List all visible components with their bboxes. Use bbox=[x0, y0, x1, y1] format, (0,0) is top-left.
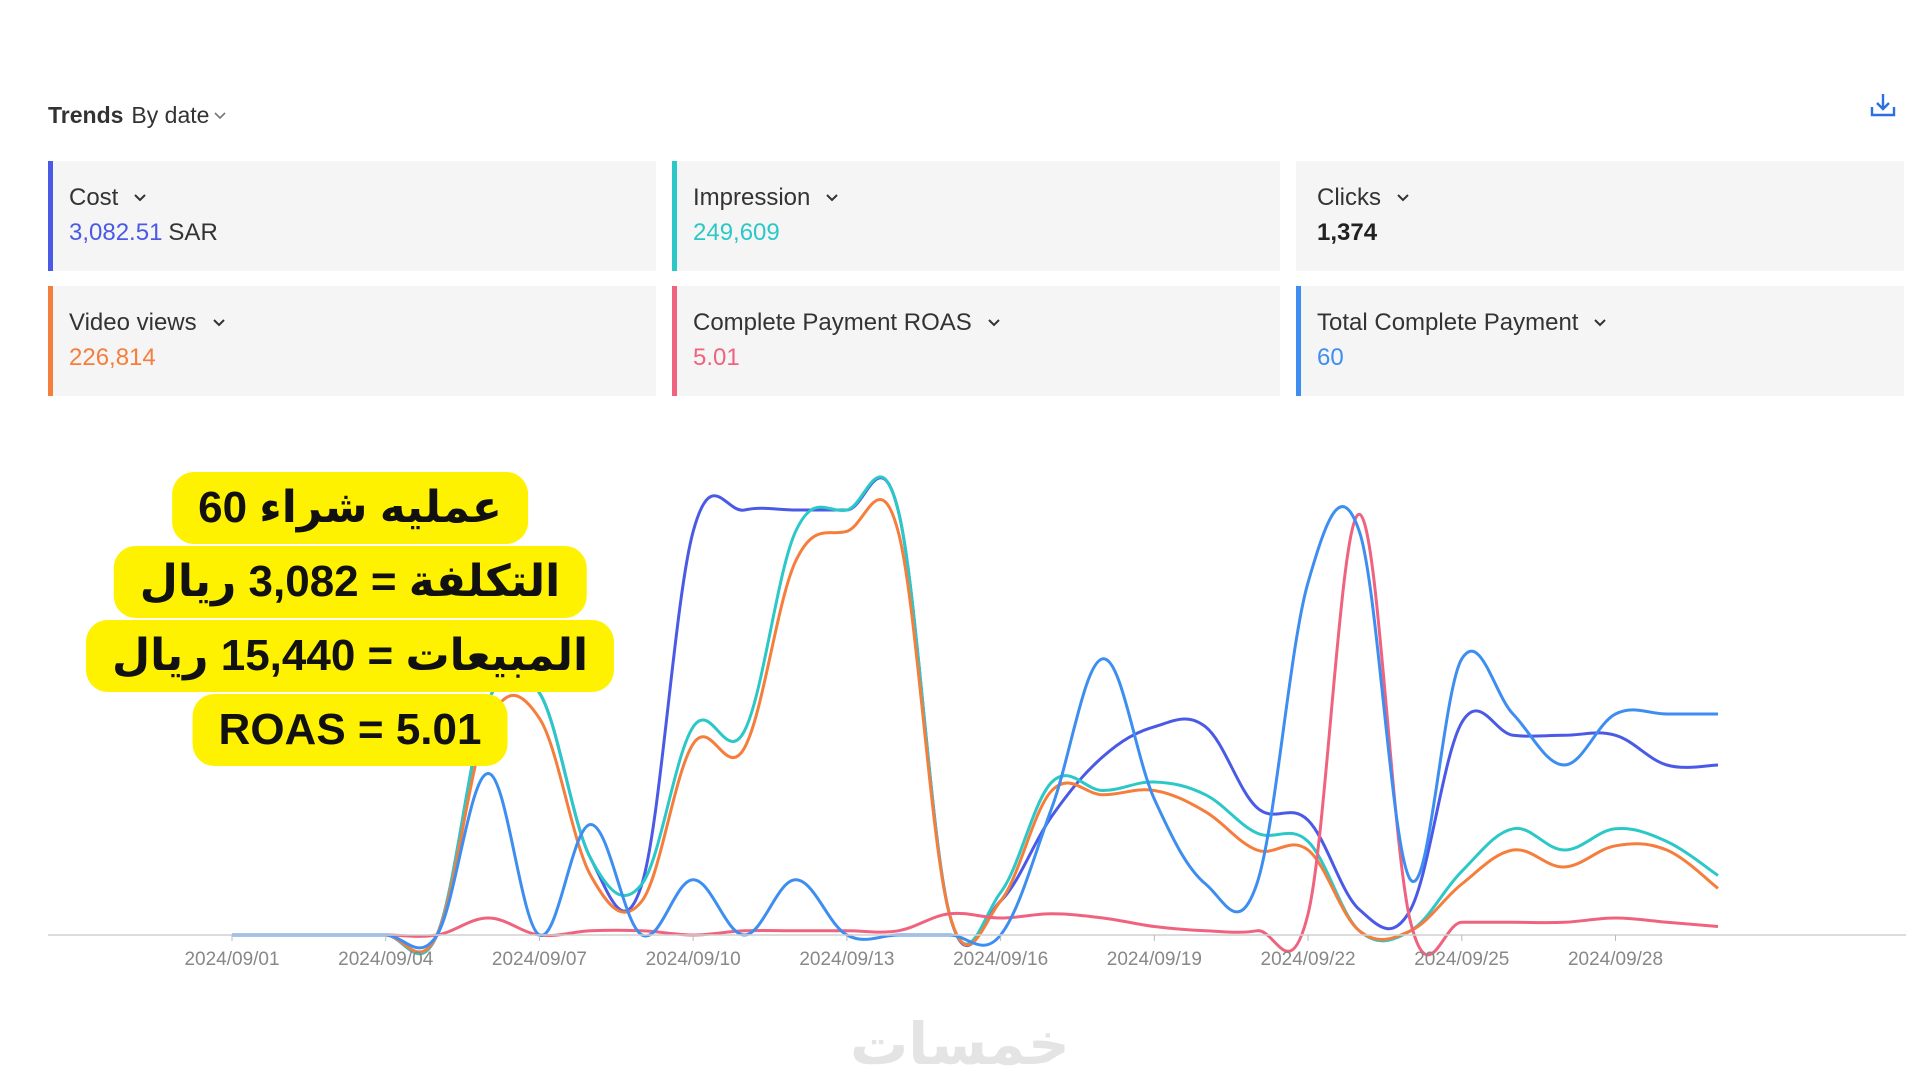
metric-card-cost[interactable]: Cost 3,082.51 SAR bbox=[48, 161, 656, 271]
x-tick-label: 2024/09/13 bbox=[799, 949, 894, 970]
x-tick-label: 2024/09/07 bbox=[492, 949, 587, 970]
annotation-line-sales: المبيعات = 15,440 ريال bbox=[85, 620, 615, 692]
metric-value: 249,609 bbox=[693, 219, 780, 246]
metric-card-clicks[interactable]: Clicks 1,374 bbox=[1296, 161, 1904, 271]
chevron-down-icon[interactable] bbox=[132, 190, 148, 206]
annotation-line-roas: ROAS = 5.01 bbox=[192, 694, 508, 766]
metric-value: 1,374 bbox=[1317, 219, 1378, 246]
watermark-logo: خمسات bbox=[850, 1012, 1070, 1077]
metric-name: Clicks bbox=[1317, 184, 1381, 211]
metric-card-total-complete-payment[interactable]: Total Complete Payment 60 bbox=[1296, 286, 1904, 396]
date-dimension-selector[interactable]: By date bbox=[131, 101, 210, 128]
x-tick-label: 2024/09/22 bbox=[1261, 949, 1356, 970]
chevron-down-icon[interactable] bbox=[1592, 315, 1608, 331]
x-tick-label: 2024/09/16 bbox=[953, 949, 1048, 970]
metric-name: Total Complete Payment bbox=[1317, 309, 1579, 336]
metric-name: Cost bbox=[69, 184, 119, 211]
metric-value: 60 bbox=[1317, 344, 1344, 371]
x-tick-label: 2024/09/04 bbox=[338, 949, 434, 970]
metric-card-impression[interactable]: Impression 249,609 bbox=[672, 161, 1280, 271]
series-line-total_complete_payment[interactable] bbox=[232, 505, 1718, 950]
trends-title: Trends bbox=[48, 101, 124, 128]
chevron-down-icon[interactable] bbox=[213, 108, 227, 122]
download-icon[interactable] bbox=[1868, 90, 1898, 120]
metric-name: Video views bbox=[69, 309, 197, 336]
annotation-line-cost: التكلفة = 3,082 ريال bbox=[113, 546, 587, 618]
metric-name: Complete Payment ROAS bbox=[693, 309, 972, 336]
chevron-down-icon[interactable] bbox=[1395, 190, 1411, 206]
x-tick-label: 2024/09/28 bbox=[1568, 949, 1663, 970]
x-tick-label: 2024/09/19 bbox=[1107, 949, 1202, 970]
metric-card-video-views[interactable]: Video views 226,814 bbox=[48, 286, 656, 396]
metric-card-complete-payment-roas[interactable]: Complete Payment ROAS 5.01 bbox=[672, 286, 1280, 396]
x-tick-label: 2024/09/10 bbox=[646, 949, 741, 970]
metric-value: 5.01 bbox=[693, 344, 740, 371]
x-tick-label: 2024/09/01 bbox=[184, 949, 279, 970]
annotation-line-purchases: 60 عمليه شراء bbox=[172, 472, 528, 544]
series-line-roas[interactable] bbox=[232, 512, 1719, 957]
metric-value: 226,814 bbox=[69, 344, 156, 371]
metric-value: 3,082.51 bbox=[69, 219, 163, 246]
chevron-down-icon[interactable] bbox=[211, 315, 227, 331]
chevron-down-icon[interactable] bbox=[824, 190, 840, 206]
metric-name: Impression bbox=[693, 184, 811, 211]
x-tick-label: 2024/09/25 bbox=[1414, 949, 1509, 970]
metric-unit: SAR bbox=[168, 219, 218, 246]
chevron-down-icon[interactable] bbox=[986, 315, 1002, 331]
trends-header[interactable]: Trends By date bbox=[48, 98, 227, 132]
sales-summary-annotation: 60 عمليه شراء التكلفة = 3,082 ريال المبي… bbox=[85, 470, 615, 770]
